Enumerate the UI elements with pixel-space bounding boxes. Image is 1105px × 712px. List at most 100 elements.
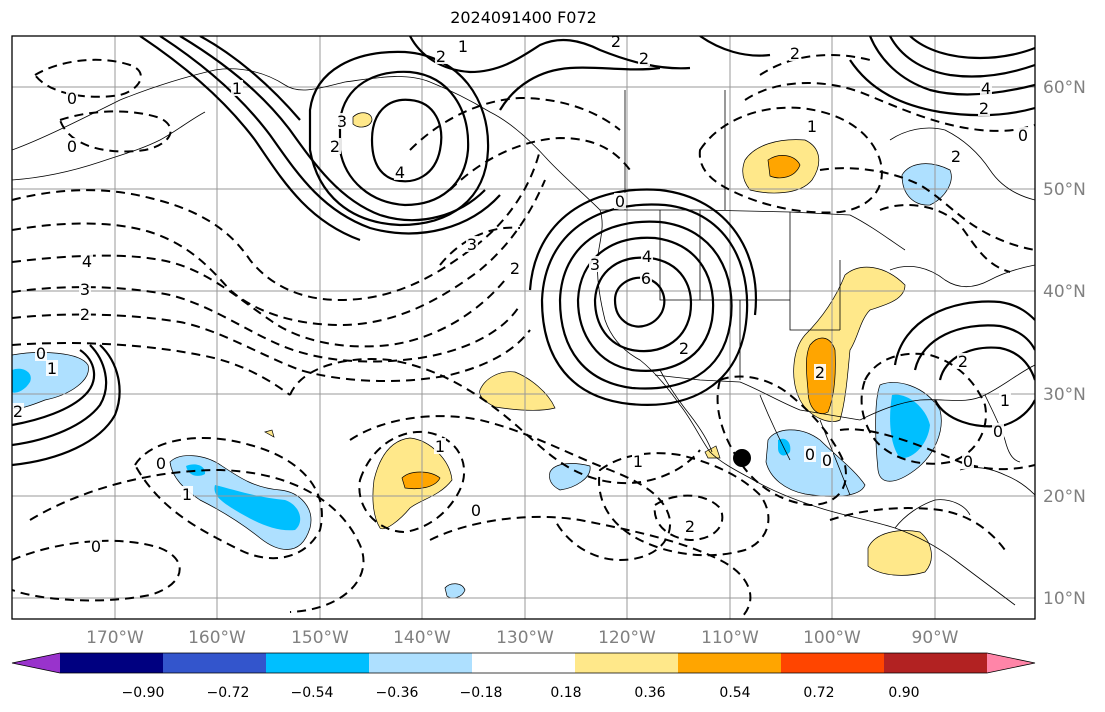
contour-label: 2 <box>639 49 649 68</box>
colorbar-tick-label: 0.36 <box>634 685 665 701</box>
contour-label-bg <box>457 38 469 54</box>
colorbar-swatch <box>678 653 782 673</box>
border-states <box>659 210 841 380</box>
contour-label: 0 <box>67 137 77 156</box>
solid-contour-high-center-5 <box>540 203 749 406</box>
contour-label: 2 <box>958 352 968 371</box>
dashed-contour-28 <box>409 96 621 151</box>
contour-label: 1 <box>807 117 817 136</box>
contour-label-bg <box>806 118 818 134</box>
solid-contour-high-center-1 <box>613 276 666 328</box>
contour-label-bg <box>434 438 446 454</box>
contour-label-bg <box>980 80 992 96</box>
contour-label: 2 <box>611 32 621 51</box>
contour-label: 0 <box>1018 126 1028 145</box>
colorbar-swatch <box>163 653 267 673</box>
dashed-contour-16 <box>598 452 770 557</box>
lon-label: 140°W <box>393 628 451 648</box>
contour-label-bg <box>231 80 243 96</box>
solid-contours <box>12 36 1035 467</box>
coast-alaska <box>12 68 601 211</box>
contour-label-bg <box>470 502 482 518</box>
colorbar-outline <box>11 652 1036 674</box>
colorbar-swatch <box>472 653 576 673</box>
dashed-contour-13 <box>289 358 701 485</box>
solid-contour-ne-4 <box>849 59 1035 117</box>
contour-label: 2 <box>685 517 695 536</box>
contour-label: 2 <box>510 259 520 278</box>
border-us-mexico <box>654 374 861 421</box>
solid-contour-north-3 <box>699 36 771 57</box>
contour-label: 6 <box>641 269 651 288</box>
colorbar-extend-high <box>987 653 1035 673</box>
colorbar-swatch <box>266 653 370 673</box>
contour-label: 2 <box>815 363 825 382</box>
lon-label: 160°W <box>188 628 246 648</box>
contour-label-bg <box>12 403 24 419</box>
lat-label: 60°N <box>1043 78 1086 98</box>
dashed-contour-22 <box>819 167 1035 251</box>
contour-label-bg <box>999 392 1011 408</box>
colorbar-swatch <box>781 653 885 673</box>
dashed-contour-26 <box>829 507 1006 551</box>
dashed-contour-10 <box>29 468 365 613</box>
solid-contour-se-4 <box>934 399 1035 428</box>
contour-label: 1 <box>232 79 242 98</box>
contour-label-bg <box>589 256 601 272</box>
contour-label: 4 <box>82 252 92 271</box>
contour-label-bg <box>957 353 969 369</box>
contour-label-bg <box>678 340 690 356</box>
colorbar-tick-label: −0.90 <box>122 685 165 701</box>
contour-label: 0 <box>615 192 625 211</box>
dashed-contour-20 <box>744 81 1035 132</box>
contour-label-bg <box>66 90 78 106</box>
solid-contour-west-1 <box>12 349 96 427</box>
contour-label-bg <box>638 50 650 66</box>
colorbar-tick-label: −0.18 <box>460 685 503 701</box>
contour-label: 1 <box>633 452 643 471</box>
shade-orange-south <box>401 471 441 490</box>
solid-contour-ridge-3 <box>139 36 361 242</box>
shade-cyan-band <box>186 464 301 531</box>
dashed-contour-9 <box>133 436 323 560</box>
shade-cyan-west <box>12 368 31 393</box>
contour-label-bg <box>155 455 167 471</box>
contour-label-bg <box>804 446 816 462</box>
dashed-contour-12 <box>358 430 466 534</box>
contour-label-bg <box>821 452 833 468</box>
colorbar-extend-low <box>12 653 60 673</box>
coast-aleutians <box>12 111 206 181</box>
solid-contour-high-center-3 <box>576 236 715 372</box>
shade-cyan-gulf <box>890 394 930 459</box>
lat-label: 10°N <box>1043 589 1086 609</box>
map-title: 2024091400 F072 <box>450 8 597 27</box>
shade-blue-small-1 <box>549 463 591 491</box>
solid-contour-north-1 <box>409 36 691 74</box>
contour-label: 0 <box>471 501 481 520</box>
contour-label-bg <box>81 253 93 269</box>
contour-label: 1 <box>1000 391 1010 410</box>
solid-contour-ridge-4 <box>199 36 301 121</box>
contour-label-bg <box>992 423 1004 439</box>
colorbar-swatch <box>575 653 679 673</box>
contour-label-bg <box>950 148 962 164</box>
lon-label: 100°W <box>803 628 861 648</box>
contour-label-bg <box>35 345 47 361</box>
lat-label: 40°N <box>1043 282 1086 302</box>
dashed-contour-8 <box>58 110 172 153</box>
latitude-labels: 60°N 50°N 40°N 30°N 20°N 10°N <box>1043 78 1086 609</box>
contour-label-bg <box>466 236 478 252</box>
colorbar-tick-label: −0.36 <box>376 685 419 701</box>
contour-label-bg <box>978 100 990 116</box>
solid-contour-ne-3 <box>909 36 1035 60</box>
shade-yellow-baja <box>704 445 721 459</box>
dashed-contour-17 <box>653 494 724 542</box>
dashed-contour-19 <box>698 106 883 214</box>
contour-label: 1 <box>182 485 192 504</box>
contour-label-bg <box>814 364 826 380</box>
colorbar <box>11 652 1036 674</box>
shade-yellow-tiny <box>264 429 275 438</box>
dashed-contour-5 <box>12 313 531 382</box>
contour-label-bg <box>789 45 801 61</box>
